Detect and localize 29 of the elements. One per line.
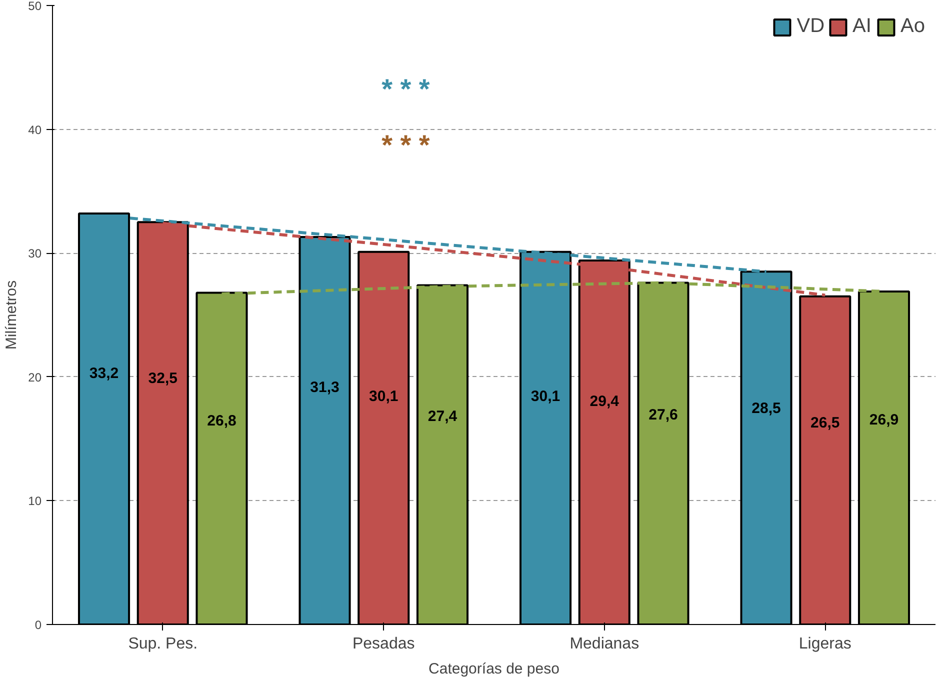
data-label: 26,9 bbox=[869, 412, 899, 429]
y-tick-label: 10 bbox=[28, 494, 42, 508]
y-tick-label: 30 bbox=[28, 246, 42, 261]
x-tick-label: Ligeras bbox=[798, 636, 852, 652]
data-label: 26,5 bbox=[810, 414, 840, 432]
data-label: 30,1 bbox=[530, 388, 560, 405]
data-label: 26,8 bbox=[207, 412, 236, 430]
data-label: 33,2 bbox=[89, 364, 119, 382]
legend-label: Ao bbox=[900, 15, 925, 38]
x-tick-label: Medianas bbox=[570, 636, 640, 652]
data-label: 29,4 bbox=[590, 393, 620, 410]
data-label: 32,5 bbox=[148, 370, 178, 388]
x-tick-label: Sup. Pes. bbox=[128, 636, 198, 652]
data-label: 30,1 bbox=[369, 388, 398, 405]
y-axis-title: Milímetros bbox=[3, 280, 20, 350]
annotation: * * * bbox=[382, 74, 430, 105]
data-label: 31,3 bbox=[310, 379, 340, 396]
y-tick-label: 0 bbox=[34, 618, 42, 632]
data-label: 28,5 bbox=[752, 400, 781, 417]
x-tick-label: Pesadas bbox=[352, 636, 415, 652]
annotation: * * * bbox=[382, 129, 430, 160]
data-label: 27,6 bbox=[648, 406, 678, 424]
legend-label: VD bbox=[796, 15, 825, 38]
x-axis-title: Categorías de peso bbox=[428, 660, 560, 678]
y-tick-label: 50 bbox=[28, 0, 42, 13]
y-tick-label: 40 bbox=[28, 122, 42, 137]
data-label: 27,4 bbox=[428, 408, 458, 425]
legend-label: AI bbox=[852, 15, 872, 38]
y-tick-label: 20 bbox=[28, 370, 42, 384]
